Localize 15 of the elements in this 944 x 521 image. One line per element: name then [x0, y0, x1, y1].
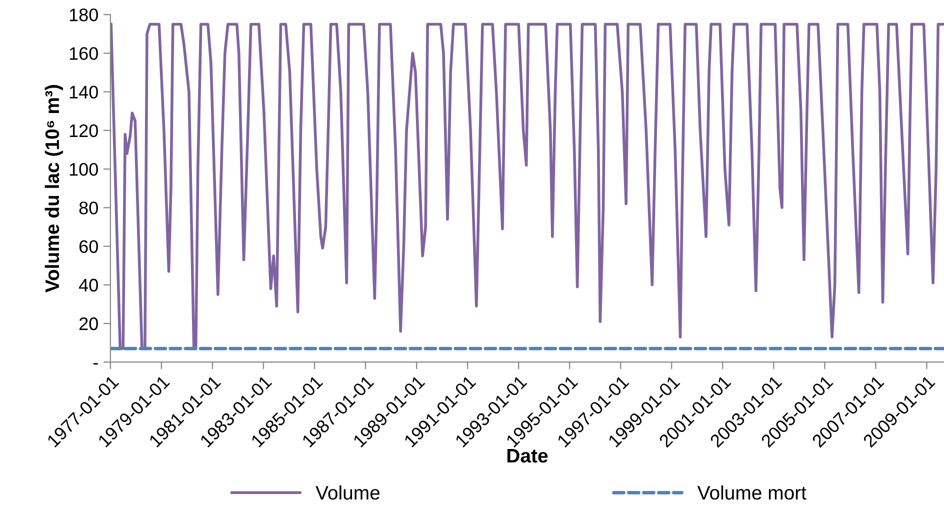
x-axis-title: Date: [507, 449, 548, 463]
y-tick-label: 60: [79, 240, 98, 253]
y-tick-label: 80: [79, 202, 98, 214]
y-tick-label: -: [93, 363, 98, 365]
y-axis-title: Volume du lac (10⁶ m³): [44, 85, 63, 292]
y-tick-label: 100: [70, 162, 98, 176]
legend-label: Volume: [316, 485, 380, 500]
line-series: [110, 22, 944, 350]
y-tick-label: 20: [79, 317, 98, 330]
y-tick-label: 140: [70, 86, 98, 99]
legend-label: Volume mort: [697, 485, 806, 500]
y-tick-label: 160: [70, 47, 98, 60]
y-tick-label: 40: [78, 278, 98, 292]
y-tick-label: 180: [70, 8, 98, 22]
y-tick-label: 120: [70, 124, 98, 138]
